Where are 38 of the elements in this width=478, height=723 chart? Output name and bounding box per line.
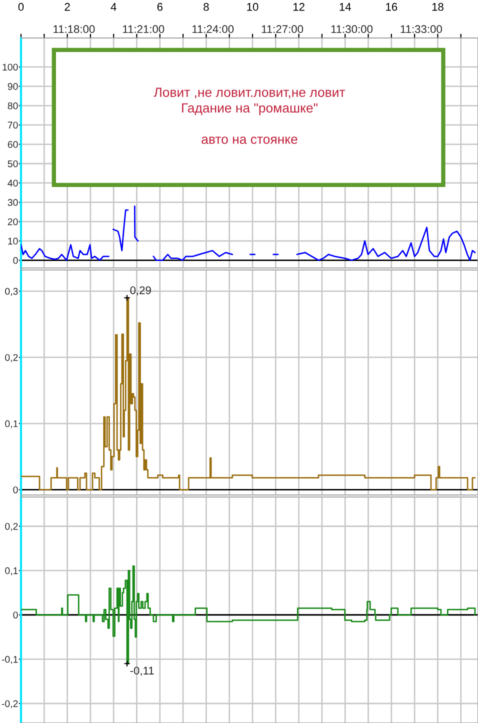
x-tick-label: 2: [64, 2, 70, 11]
y-tick-label: 50: [8, 160, 18, 168]
x-tick-label: 14: [340, 3, 351, 11]
y-tick-label: -0,1: [2, 656, 18, 664]
x2-tick-label: 11:27:00: [262, 25, 304, 34]
x-tick-label: 8: [204, 2, 209, 11]
y-tick-label: 0: [13, 257, 18, 264]
y-tick-label: 0: [13, 612, 18, 618]
x-tick-label: 6: [157, 2, 163, 11]
y-tick-label: 0,3: [5, 288, 18, 296]
y-tick-label: 90: [8, 83, 18, 90]
y-tick-label: 0,1: [5, 567, 18, 576]
x2-tick-label: 11:33:00: [400, 25, 442, 34]
x-tick-label: 18: [432, 2, 444, 11]
x2-tick-label: 11:24:00: [192, 25, 234, 34]
y-tick-label: 0,2: [5, 354, 18, 362]
annotation: 0,29: [130, 286, 151, 296]
y-tick-label: 60: [8, 141, 18, 148]
x-tick-label: 10: [247, 2, 258, 11]
y-tick-label: 70: [8, 122, 18, 129]
y-tick-label: 10: [8, 238, 18, 245]
y-tick-label: 0,2: [5, 522, 18, 532]
y-tick-label: 80: [8, 102, 18, 110]
y-tick-label: 20: [8, 218, 18, 226]
y-tick-label: 100: [2, 64, 18, 71]
x-tick-label: 4: [110, 3, 116, 11]
x-tick-label: 16: [386, 2, 398, 11]
y-tick-label: 0,1: [5, 420, 18, 428]
y-tick-label: 40: [8, 180, 18, 187]
x-tick-label: 12: [293, 2, 304, 11]
y-tick-label: 0: [13, 486, 18, 494]
y-tick-label: 30: [8, 199, 18, 206]
text: Ловит ,не ловит.ловит,не ловит Гадание на "ромашке" авто на стоянке: [154, 88, 346, 144]
y-tick-label: -0,2: [2, 700, 18, 708]
x2-tick-label: 11:30:00: [331, 25, 373, 34]
annotation: -0,11: [130, 666, 154, 676]
x2-tick-label: 11:21:00: [123, 25, 164, 34]
x2-tick-label: 11:18:00: [54, 25, 95, 34]
